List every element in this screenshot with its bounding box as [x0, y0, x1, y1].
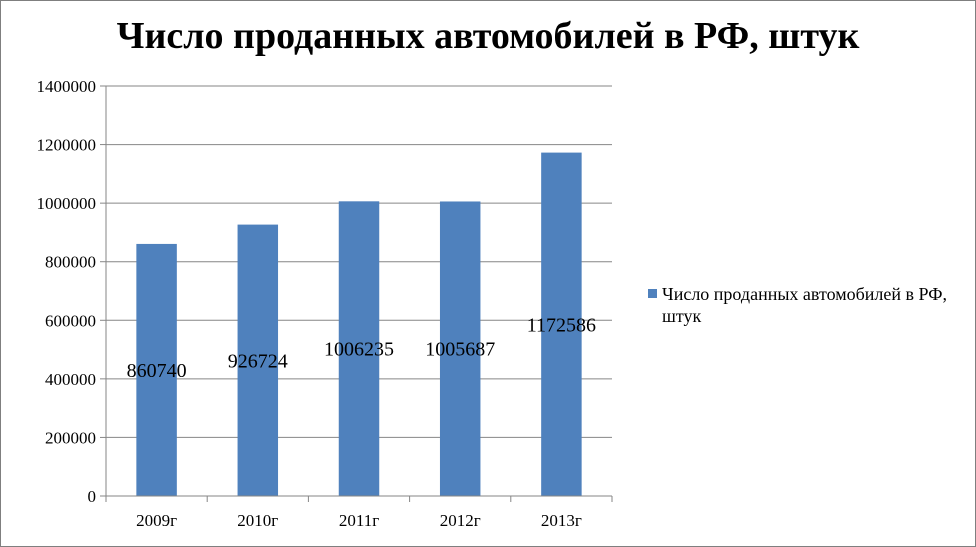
data-label: 1005687 [425, 339, 495, 361]
bar [439, 201, 481, 497]
x-tick-label: 2012г [440, 511, 481, 530]
x-tick-label: 2011г [339, 511, 379, 530]
data-labels: 860740 926724 1006235 1005687 1172586 [127, 314, 596, 382]
y-tick-label: 0 [88, 487, 97, 506]
x-tick-labels: 2009г 2010г 2011г 2012г 2013г [136, 511, 582, 530]
data-label: 1006235 [324, 339, 394, 361]
data-label: 926724 [228, 350, 288, 372]
y-tick-label: 800000 [45, 253, 96, 272]
chart-title: Число проданных автомобилей в РФ, штук [116, 15, 860, 57]
y-tick-label: 400000 [45, 370, 96, 389]
bar [237, 224, 279, 496]
x-tick-label: 2009г [136, 511, 177, 530]
y-tick-labels: 0 200000 400000 600000 800000 1000000 1200000 1… [37, 77, 97, 506]
y-tick-label: 1000000 [37, 194, 97, 213]
bars [136, 152, 582, 497]
legend-label: Число проданных автомобилей в РФ, штук [662, 284, 947, 326]
y-tick-label: 200000 [45, 428, 96, 447]
axes [100, 85, 613, 502]
y-tick-label: 600000 [45, 311, 96, 330]
bar [338, 201, 380, 496]
x-tick-label: 2013г [541, 511, 582, 530]
data-label: 1172586 [527, 314, 596, 336]
y-tick-label: 1400000 [37, 77, 97, 96]
data-label: 860740 [127, 360, 187, 382]
legend: Число проданных автомобилей в РФ, штук [648, 283, 968, 327]
legend-swatch [648, 289, 657, 298]
x-tick-label: 2010г [237, 511, 278, 530]
y-tick-label: 1200000 [37, 136, 97, 155]
bar [541, 152, 582, 497]
bar [136, 243, 177, 496]
